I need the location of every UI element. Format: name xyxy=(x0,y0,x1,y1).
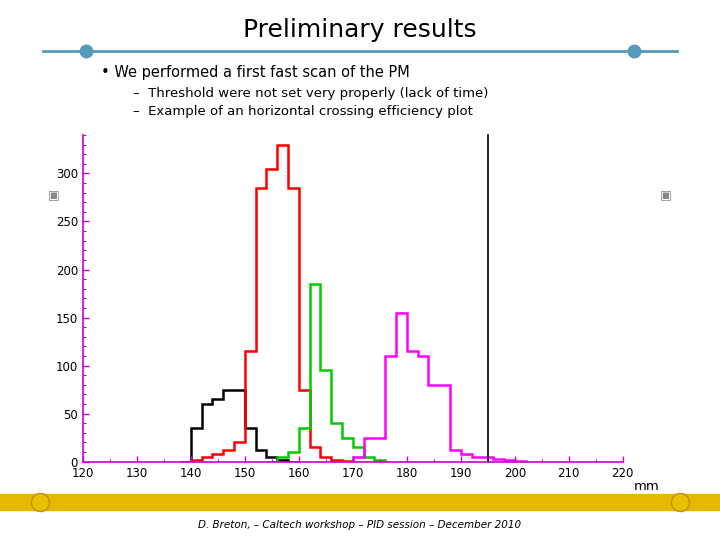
Text: • We performed a first fast scan of the PM: • We performed a first fast scan of the … xyxy=(101,65,410,80)
Text: D. Breton, – Caltech workshop – PID session – December 2010: D. Breton, – Caltech workshop – PID sess… xyxy=(199,520,521,530)
Text: ▣: ▣ xyxy=(660,188,672,201)
Text: ▣: ▣ xyxy=(48,188,60,201)
Text: –  Example of an horizontal crossing efficiency plot: – Example of an horizontal crossing effi… xyxy=(133,105,473,118)
Text: mm: mm xyxy=(634,480,660,492)
Text: –  Threshold were not set very properly (lack of time): – Threshold were not set very properly (… xyxy=(133,87,489,100)
Text: Preliminary results: Preliminary results xyxy=(243,18,477,42)
Bar xyxy=(0,494,720,510)
